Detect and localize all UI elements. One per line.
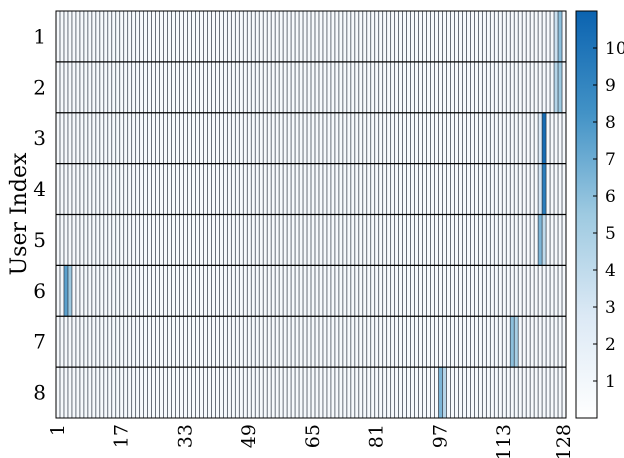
- x-tick-label: 49: [238, 424, 260, 448]
- x-tick-label: 33: [174, 424, 196, 448]
- y-axis-label: User Index: [7, 152, 32, 275]
- x-tick-label: 1: [47, 424, 69, 436]
- heatmap-cell: [554, 11, 558, 62]
- x-axis-ticks: 1 17 33 49 65 81 97 113 128: [47, 424, 575, 458]
- y-tick-label: 4: [33, 177, 46, 201]
- colorbar-ticks: 1 2 3 4 5 6 7 8 9 10: [593, 39, 624, 392]
- y-tick-label: 5: [33, 228, 46, 252]
- colorbar-tick-label: 3: [605, 298, 616, 318]
- y-axis-ticks: 1 2 3 4 5 6 7 8: [33, 24, 46, 404]
- colorbar-tick-label: 10: [605, 39, 624, 59]
- colorbar: [576, 11, 597, 418]
- x-tick-label: 113: [493, 424, 515, 458]
- colorbar-tick-label: 4: [605, 261, 616, 281]
- colorbar-tick-label: 8: [605, 113, 616, 133]
- heatmap-cell: [442, 367, 446, 418]
- colorbar-tick-label: 6: [605, 187, 616, 207]
- heatmap-cell: [538, 215, 542, 266]
- heatmap-cell: [558, 11, 562, 62]
- heatmap-cell: [542, 215, 546, 266]
- heatmap-cell: [542, 113, 546, 164]
- heatmap-cell: [554, 62, 558, 113]
- heatmap-cell: [558, 62, 562, 113]
- y-tick-label: 8: [33, 381, 46, 405]
- heatmap-cell: [510, 316, 514, 367]
- x-tick-label: 128: [553, 424, 575, 458]
- colorbar-tick-label: 1: [605, 372, 616, 392]
- x-tick-label: 65: [302, 424, 324, 448]
- y-tick-label: 6: [33, 279, 46, 303]
- y-tick-label: 7: [33, 330, 46, 354]
- colorbar-tick-label: 5: [605, 224, 616, 244]
- y-tick-label: 3: [33, 126, 46, 150]
- colorbar-tick-label: 2: [605, 335, 616, 355]
- colorbar-tick-label: 7: [605, 150, 616, 170]
- heatmap-cell: [68, 265, 72, 316]
- heatmap-cell: [538, 164, 542, 215]
- heatmap-cell: [514, 316, 518, 367]
- heatmap-cell: [64, 265, 68, 316]
- heatmap-cell: [439, 367, 443, 418]
- y-tick-label: 1: [33, 24, 46, 48]
- colorbar-tick-label: 9: [605, 76, 616, 96]
- x-tick-label: 97: [429, 424, 451, 448]
- y-tick-label: 2: [33, 75, 46, 99]
- heatmap-cell: [538, 113, 542, 164]
- x-tick-label: 17: [111, 424, 133, 448]
- x-tick-label: 81: [366, 424, 388, 448]
- heatmap-cell: [542, 164, 546, 215]
